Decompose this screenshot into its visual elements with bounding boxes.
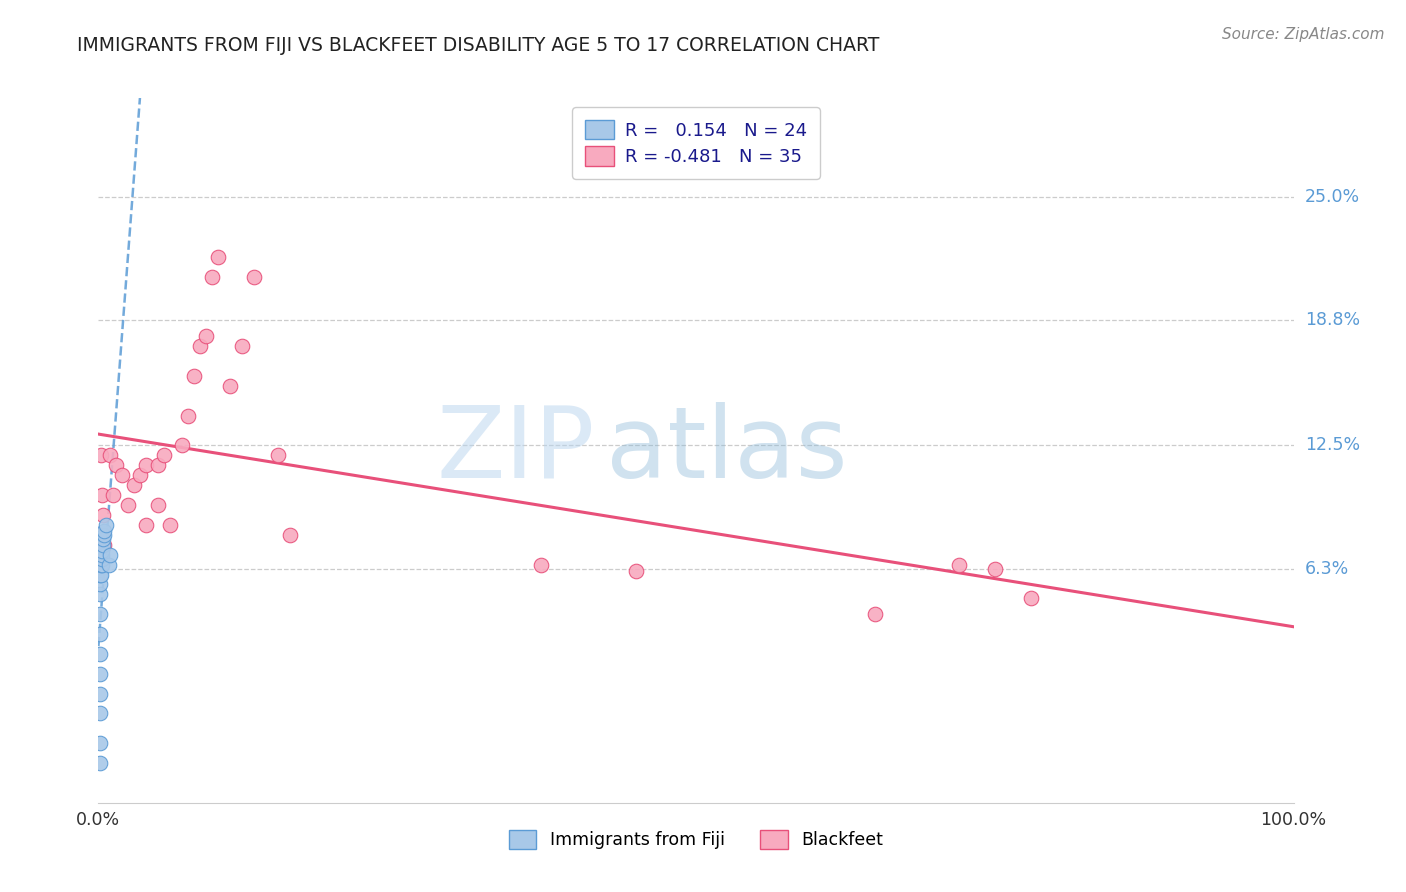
Text: ZIP: ZIP — [436, 402, 595, 499]
Point — [91, 508, 114, 522]
Point — [93, 528, 115, 542]
Point — [89, 607, 111, 622]
Point — [90, 567, 112, 582]
Text: atlas: atlas — [606, 402, 848, 499]
Point — [94, 517, 117, 532]
Point — [98, 548, 122, 562]
Point — [243, 269, 266, 284]
Point — [278, 528, 301, 542]
Point — [195, 329, 218, 343]
Point — [89, 687, 111, 701]
Point — [90, 449, 112, 463]
Point — [91, 543, 114, 558]
Point — [89, 627, 111, 641]
Point — [135, 517, 157, 532]
Point — [89, 756, 111, 770]
Point — [91, 538, 114, 552]
Text: Source: ZipAtlas.com: Source: ZipAtlas.com — [1222, 27, 1385, 42]
Point — [101, 488, 124, 502]
Point — [117, 498, 139, 512]
Point — [865, 607, 887, 622]
Point — [91, 558, 114, 572]
Legend: Immigrants from Fiji, Blackfeet: Immigrants from Fiji, Blackfeet — [499, 821, 893, 857]
Point — [148, 458, 170, 473]
Point — [231, 339, 253, 353]
Point — [148, 498, 170, 512]
Point — [219, 379, 242, 393]
Point — [89, 736, 111, 750]
Point — [129, 468, 152, 483]
Text: 18.8%: 18.8% — [1305, 311, 1360, 329]
Point — [98, 449, 122, 463]
Point — [89, 706, 111, 721]
Point — [135, 458, 157, 473]
Text: 6.3%: 6.3% — [1305, 559, 1348, 577]
Point — [183, 369, 205, 384]
Point — [153, 449, 176, 463]
Point — [177, 409, 200, 423]
Point — [111, 468, 134, 483]
Text: IMMIGRANTS FROM FIJI VS BLACKFEET DISABILITY AGE 5 TO 17 CORRELATION CHART: IMMIGRANTS FROM FIJI VS BLACKFEET DISABI… — [77, 36, 880, 54]
Point — [201, 269, 224, 284]
Point — [159, 517, 181, 532]
Point — [98, 558, 121, 572]
Text: 12.5%: 12.5% — [1305, 436, 1360, 455]
Point — [91, 532, 114, 546]
Point — [93, 524, 115, 538]
Point — [626, 564, 648, 578]
Point — [948, 558, 970, 572]
Point — [207, 250, 229, 264]
Point — [124, 478, 146, 492]
Point — [93, 538, 115, 552]
Point — [91, 551, 114, 566]
Point — [267, 449, 290, 463]
Point — [172, 438, 194, 452]
Point — [90, 558, 112, 572]
Point — [89, 647, 111, 661]
Point — [89, 567, 111, 582]
Point — [105, 458, 128, 473]
Point — [89, 577, 111, 591]
Point — [188, 339, 211, 353]
Point — [91, 548, 114, 562]
Point — [1019, 591, 1042, 606]
Text: 25.0%: 25.0% — [1305, 188, 1360, 206]
Point — [91, 488, 114, 502]
Point — [530, 558, 553, 572]
Point — [89, 587, 111, 601]
Point — [89, 666, 111, 681]
Point — [984, 561, 1007, 575]
